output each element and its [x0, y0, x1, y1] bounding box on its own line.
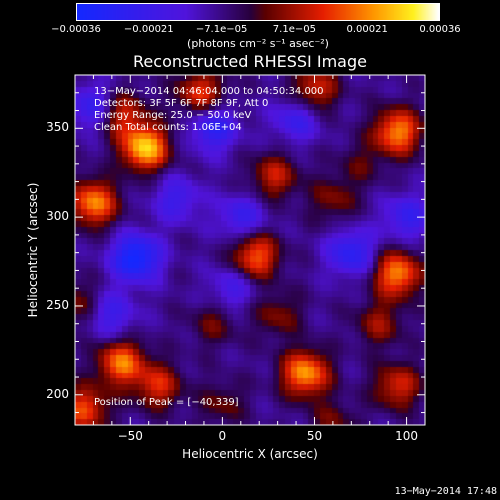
annotation-detectors: Detectors: 3F 5F 6F 7F 8F 9F, Att 0 — [94, 98, 269, 109]
x-tick-label: 0 — [218, 429, 227, 443]
x-axis-label: Heliocentric X (arcsec) — [182, 447, 318, 461]
y-tick-label: 250 — [46, 297, 69, 312]
x-tick-label: 100 — [395, 429, 419, 443]
annotation-peak: Position of Peak = [−40,339] — [94, 397, 239, 408]
y-axis-label: Heliocentric Y (arcsec) — [26, 182, 40, 318]
colorbar-tick-label: −0.00021 — [123, 24, 174, 35]
colorbar-tick-label: 7.1e−05 — [272, 24, 316, 35]
annotation-time: 13−May−2014 04:46:04.000 to 04:50:34.000 — [94, 86, 324, 97]
colorbar-units: (photons cm⁻² s⁻¹ asec⁻²) — [187, 37, 329, 50]
colorbar-tick-label: −7.1e−05 — [195, 24, 248, 35]
chart-title: Reconstructed RHESSI Image — [133, 52, 367, 71]
annotation-energy: Energy Range: 25.0 − 50.0 keV — [94, 110, 252, 121]
annotation-counts: Clean Total counts: 1.06E+04 — [94, 122, 242, 133]
heatmap-image — [75, 75, 425, 425]
axis-ticks — [74, 74, 426, 425]
y-tick-label: 350 — [46, 120, 69, 135]
colorbar-tick-label: 0.00036 — [419, 24, 461, 35]
x-tick-label: −50 — [117, 429, 143, 443]
y-tick-label: 200 — [46, 386, 69, 401]
y-tick-label: 300 — [46, 209, 69, 224]
plot-frame — [74, 74, 426, 426]
x-tick-label: 50 — [306, 429, 323, 443]
colorbar-tick-label: 0.00021 — [346, 24, 388, 35]
footer-timestamp: 13−May−2014 17:48 — [394, 486, 497, 497]
colorbar — [76, 3, 440, 21]
colorbar-tick-label: −0.00036 — [51, 24, 101, 35]
